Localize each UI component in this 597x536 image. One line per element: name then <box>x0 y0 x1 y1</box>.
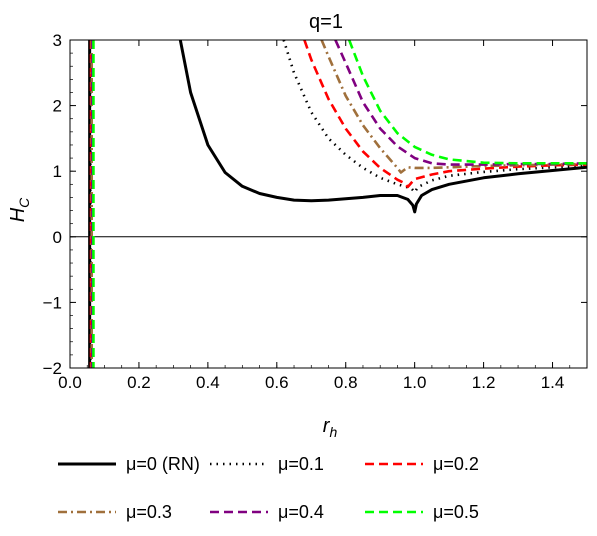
x-tick-label: 0.8 <box>334 373 358 392</box>
legend-item-mu-0-3: μ=0.3 <box>58 502 172 522</box>
x-axis-label-sub: h <box>329 424 337 440</box>
y-axis-label-sub: C <box>16 197 32 208</box>
y-tick-label: −1 <box>43 293 62 312</box>
legend-label: μ=0.4 <box>278 502 324 522</box>
x-tick-label: 0.6 <box>265 373 289 392</box>
series-line-mu-0-rn <box>178 40 587 214</box>
y-tick-label: −2 <box>43 359 62 378</box>
legend-label: μ=0.1 <box>278 454 324 474</box>
x-axis-label: rh <box>323 415 338 440</box>
y-tick-label: 3 <box>53 31 62 50</box>
x-tick-label: 1.0 <box>403 373 427 392</box>
x-tick-label: 0.0 <box>58 373 82 392</box>
y-axis-label: HC <box>7 197 32 222</box>
x-axis-label-main: r <box>323 415 331 437</box>
legend-item-mu-0-2: μ=0.2 <box>365 454 479 474</box>
legend: μ=0 (RN) μ=0.1 μ=0.2 μ=0.3 μ=0.4 μ=0.5 <box>58 454 479 522</box>
y-tick-label: 2 <box>53 97 62 116</box>
series-line-mu-0-1 <box>282 40 587 194</box>
legend-label: μ=0 (RN) <box>126 454 200 474</box>
legend-item-mu-0-4: μ=0.4 <box>210 502 324 522</box>
legend-item-mu-0-rn: μ=0 (RN) <box>58 454 200 474</box>
legend-item-mu-0-1: μ=0.1 <box>210 454 324 474</box>
y-tick-label: 0 <box>53 228 62 247</box>
chart-title: q=1 <box>309 11 343 33</box>
x-tick-label: 0.4 <box>196 373 220 392</box>
axes: −2 −1 0 1 2 3 0.0 0.2 0.4 0.6 0.8 1.0 1.2 1.4 <box>43 31 588 392</box>
x-tick-label: 1.2 <box>472 373 496 392</box>
legend-label: μ=0.3 <box>126 502 172 522</box>
y-tick-label: 1 <box>53 162 62 181</box>
series-line-mu-0-2 <box>303 40 587 189</box>
plot-area <box>70 40 587 368</box>
y-axis-label-main: H <box>7 207 29 222</box>
x-tick-label: 0.2 <box>127 373 151 392</box>
series-line-mu-0-5 <box>347 40 587 165</box>
legend-label: μ=0.2 <box>433 454 479 474</box>
series-line-mu-0-3 <box>320 40 587 174</box>
x-tick-label: 1.4 <box>541 373 565 392</box>
legend-label: μ=0.5 <box>433 502 479 522</box>
plot-frame <box>69 39 588 369</box>
series-line-mu-0-4 <box>334 40 587 166</box>
legend-item-mu-0-5: μ=0.5 <box>365 502 479 522</box>
